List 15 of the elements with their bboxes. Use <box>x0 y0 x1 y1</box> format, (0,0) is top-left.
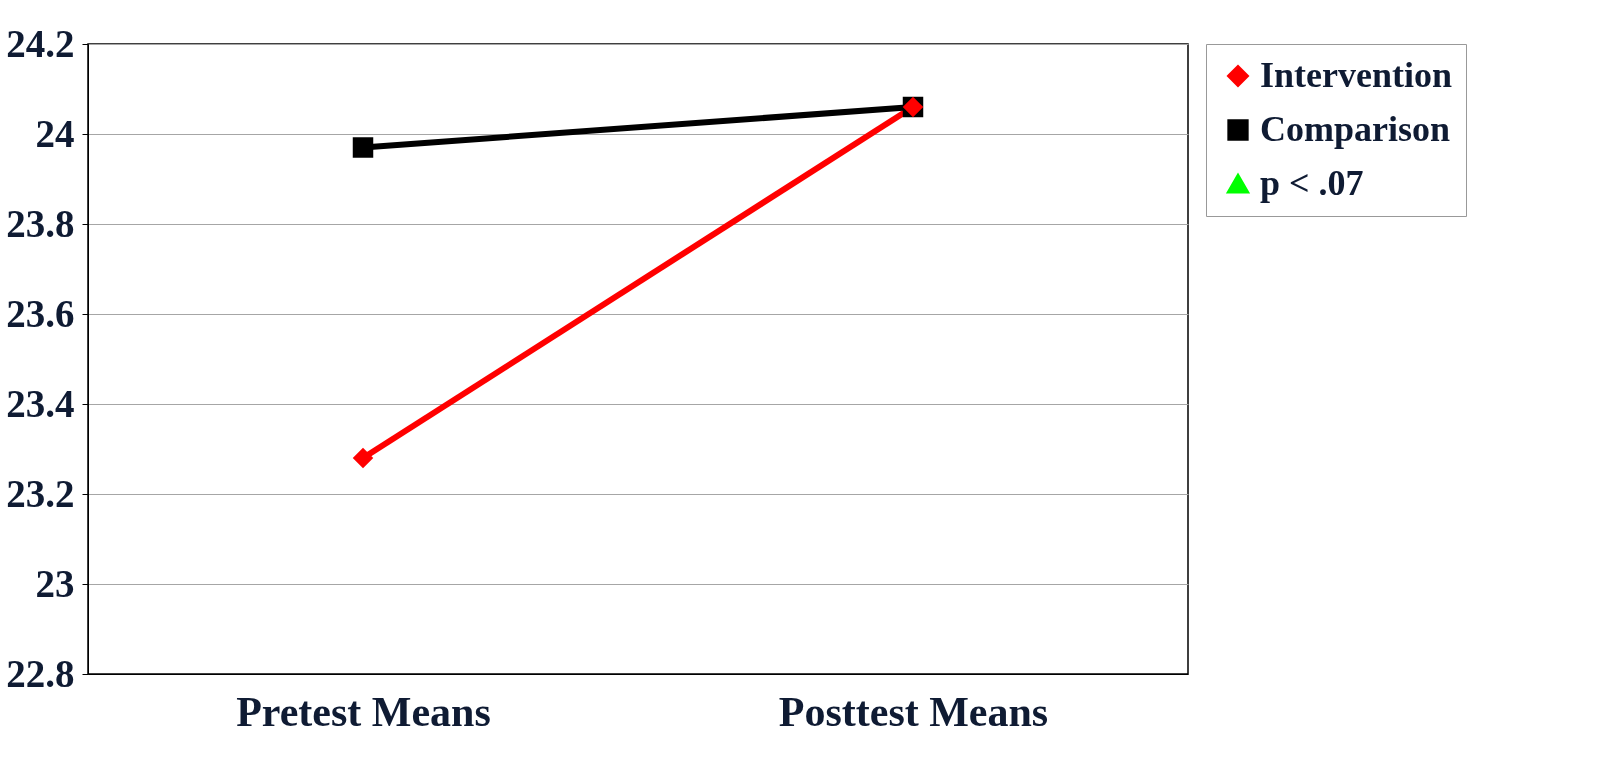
x-tick-label: Pretest Means <box>236 688 491 735</box>
legend-label: Intervention <box>1260 55 1452 95</box>
y-tick-label: 23 <box>35 561 75 605</box>
y-tick-label: 22.8 <box>6 651 75 695</box>
y-tick-label: 23.4 <box>6 381 75 425</box>
y-tick-label: 24 <box>35 111 75 155</box>
y-tick-label: 23.8 <box>6 201 75 245</box>
legend-label: Comparison <box>1260 109 1451 149</box>
y-tick-label: 23.2 <box>6 471 75 515</box>
y-tick-label: 23.6 <box>6 291 75 335</box>
point <box>352 137 374 158</box>
legend-label: p < .07 <box>1260 163 1364 203</box>
y-tick-label: 24.2 <box>6 21 75 65</box>
point <box>352 447 374 469</box>
x-tick-label: Posttest Means <box>778 688 1049 735</box>
